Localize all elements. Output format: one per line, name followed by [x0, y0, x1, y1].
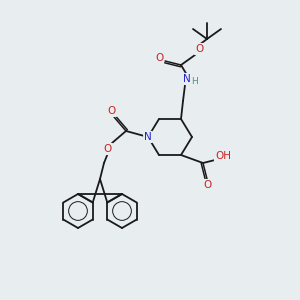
Text: N: N [144, 132, 152, 142]
Text: O: O [108, 106, 116, 116]
Text: O: O [203, 180, 211, 190]
Text: H: H [192, 76, 198, 85]
Text: O: O [104, 144, 112, 154]
Text: O: O [155, 53, 163, 63]
Text: O: O [195, 44, 203, 54]
Text: N: N [183, 74, 191, 84]
Text: OH: OH [215, 151, 231, 161]
